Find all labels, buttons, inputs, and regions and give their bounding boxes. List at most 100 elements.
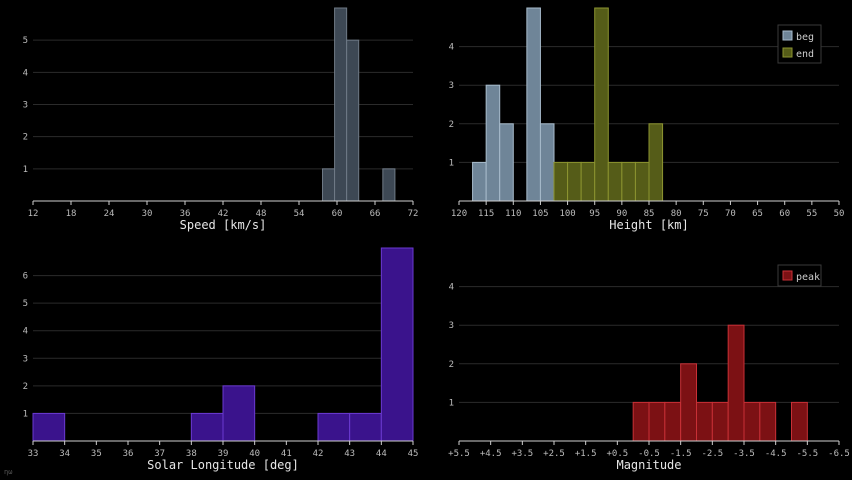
histogram-bar bbox=[539, 123, 555, 202]
histogram-bar bbox=[222, 385, 256, 442]
histogram-bar bbox=[607, 161, 623, 202]
histogram-bar bbox=[791, 401, 808, 442]
x-tick-label: 44 bbox=[376, 449, 387, 459]
y-tick-label: 3 bbox=[449, 321, 454, 331]
legend-box bbox=[777, 264, 822, 287]
x-tick-label: 18 bbox=[66, 209, 77, 219]
x-tick-label: 38 bbox=[186, 449, 197, 459]
histogram-bar bbox=[664, 401, 682, 442]
x-tick-label: 60 bbox=[779, 209, 790, 219]
x-tick-label: 66 bbox=[370, 209, 381, 219]
x-tick-label: 55 bbox=[806, 209, 817, 219]
x-tick-label: 34 bbox=[59, 449, 70, 459]
x-tick-label: +4.5 bbox=[480, 449, 502, 459]
y-tick-label: 3 bbox=[449, 81, 454, 91]
x-tick-label: 70 bbox=[725, 209, 736, 219]
histogram-bar bbox=[32, 412, 66, 442]
x-tick-label: -5.5 bbox=[796, 449, 818, 459]
histogram-bar bbox=[190, 412, 224, 442]
x-tick-label: 33 bbox=[28, 449, 39, 459]
x-axis-label: Magnitude bbox=[616, 458, 681, 472]
x-tick-label: 40 bbox=[249, 449, 260, 459]
histogram-bar bbox=[334, 7, 348, 202]
histogram-bar bbox=[632, 401, 650, 442]
y-tick-label: 1 bbox=[449, 158, 454, 168]
y-tick-label: 5 bbox=[23, 299, 28, 309]
histogram-bar bbox=[594, 7, 609, 202]
legend-swatch bbox=[782, 47, 793, 58]
y-tick-label: 2 bbox=[23, 133, 28, 143]
histogram-bar bbox=[634, 161, 650, 202]
y-tick-label: 2 bbox=[449, 360, 454, 370]
x-tick-label: 105 bbox=[532, 209, 548, 219]
x-tick-label: 42 bbox=[218, 209, 229, 219]
x-tick-label: -1.5 bbox=[670, 449, 692, 459]
x-axis-label: Speed [km/s] bbox=[180, 218, 267, 232]
x-tick-label: 24 bbox=[104, 209, 115, 219]
histogram-bar bbox=[621, 161, 636, 202]
x-tick-label: -2.5 bbox=[701, 449, 723, 459]
histogram-bar bbox=[648, 123, 664, 202]
y-tick-label: 5 bbox=[23, 36, 28, 46]
x-tick-label: 120 bbox=[451, 209, 467, 219]
histogram-bar bbox=[472, 161, 487, 202]
x-tick-label: +0.5 bbox=[606, 449, 628, 459]
legend-label: end bbox=[796, 49, 814, 60]
x-tick-label: 30 bbox=[142, 209, 153, 219]
x-tick-label: 60 bbox=[332, 209, 343, 219]
x-tick-label: 45 bbox=[408, 449, 419, 459]
histogram-bar bbox=[317, 412, 351, 442]
x-tick-label: 41 bbox=[281, 449, 292, 459]
histogram-bar bbox=[349, 412, 382, 442]
x-tick-label: 72 bbox=[408, 209, 419, 219]
x-tick-label: +1.5 bbox=[575, 449, 597, 459]
x-tick-label: 100 bbox=[559, 209, 575, 219]
y-tick-label: 3 bbox=[23, 101, 28, 111]
x-tick-label: -0.5 bbox=[638, 449, 660, 459]
y-tick-label: 2 bbox=[23, 382, 28, 392]
histogram-bar bbox=[727, 324, 745, 442]
x-tick-label: 65 bbox=[752, 209, 763, 219]
legend-swatch bbox=[782, 270, 793, 281]
histogram-bar bbox=[680, 363, 698, 442]
x-tick-label: 110 bbox=[505, 209, 521, 219]
y-tick-label: 4 bbox=[449, 43, 454, 53]
x-axis-label: Height [km] bbox=[609, 218, 688, 232]
y-tick-label: 4 bbox=[23, 327, 28, 337]
histogram-bar bbox=[648, 401, 666, 442]
x-tick-label: 36 bbox=[180, 209, 191, 219]
x-tick-label: 35 bbox=[91, 449, 102, 459]
histogram-bar bbox=[485, 84, 501, 202]
legend-label: peak bbox=[796, 272, 820, 283]
x-axis-label: Solar Longitude [deg] bbox=[147, 458, 299, 472]
x-tick-label: 75 bbox=[698, 209, 709, 219]
x-tick-label: 80 bbox=[671, 209, 682, 219]
x-tick-label: +3.5 bbox=[511, 449, 533, 459]
x-tick-label: 39 bbox=[218, 449, 229, 459]
y-tick-label: 3 bbox=[23, 354, 28, 364]
x-tick-label: 85 bbox=[644, 209, 655, 219]
histogram-bar bbox=[322, 168, 336, 202]
corner-mark: ηω bbox=[4, 468, 13, 476]
x-tick-label: 90 bbox=[616, 209, 627, 219]
x-tick-label: 50 bbox=[834, 209, 845, 219]
x-tick-label: -3.5 bbox=[733, 449, 755, 459]
x-tick-label: 48 bbox=[256, 209, 267, 219]
y-tick-label: 1 bbox=[23, 165, 28, 175]
histogram-bar bbox=[553, 161, 569, 202]
histogram-bar bbox=[382, 168, 396, 202]
x-tick-label: 12 bbox=[28, 209, 39, 219]
y-tick-label: 4 bbox=[23, 68, 28, 78]
x-tick-label: 37 bbox=[154, 449, 165, 459]
y-tick-label: 4 bbox=[449, 283, 454, 293]
histogram-bar bbox=[759, 401, 777, 442]
legend-swatch bbox=[782, 30, 793, 41]
histogram-bar bbox=[580, 161, 596, 202]
histogram-bar bbox=[567, 161, 582, 202]
histogram-bar bbox=[380, 247, 414, 442]
histogram-bar bbox=[346, 39, 360, 202]
x-tick-label: 43 bbox=[344, 449, 355, 459]
y-tick-label: 1 bbox=[23, 409, 28, 419]
y-tick-label: 2 bbox=[449, 120, 454, 130]
